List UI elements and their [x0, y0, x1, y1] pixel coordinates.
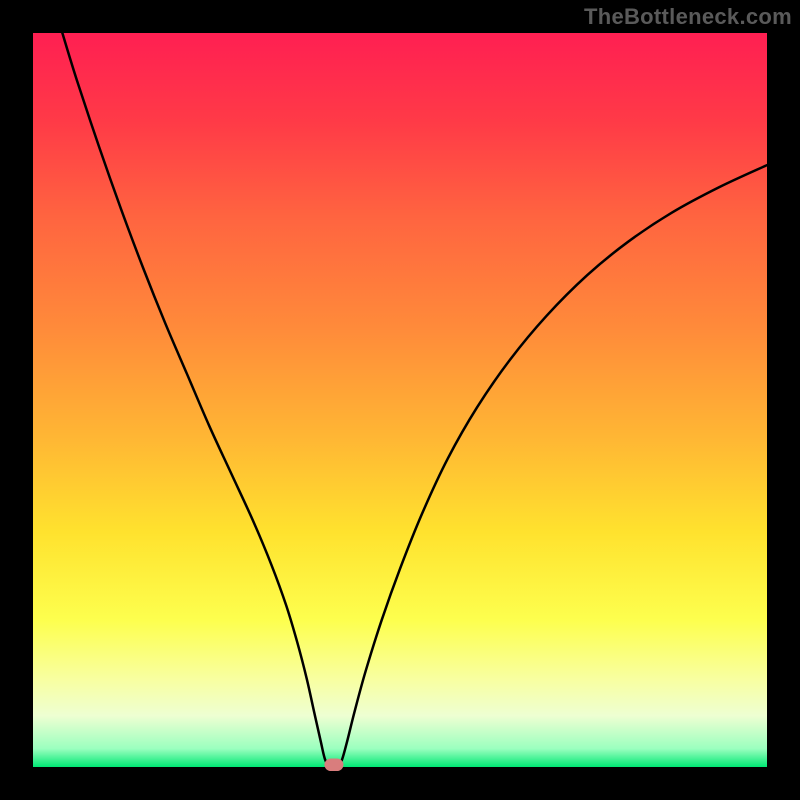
chart-stage: TheBottleneck.com: [0, 0, 800, 800]
plot-area: [33, 33, 767, 767]
optimal-marker: [324, 759, 343, 771]
watermark-text: TheBottleneck.com: [584, 4, 792, 30]
bottleneck-chart: [0, 0, 800, 800]
